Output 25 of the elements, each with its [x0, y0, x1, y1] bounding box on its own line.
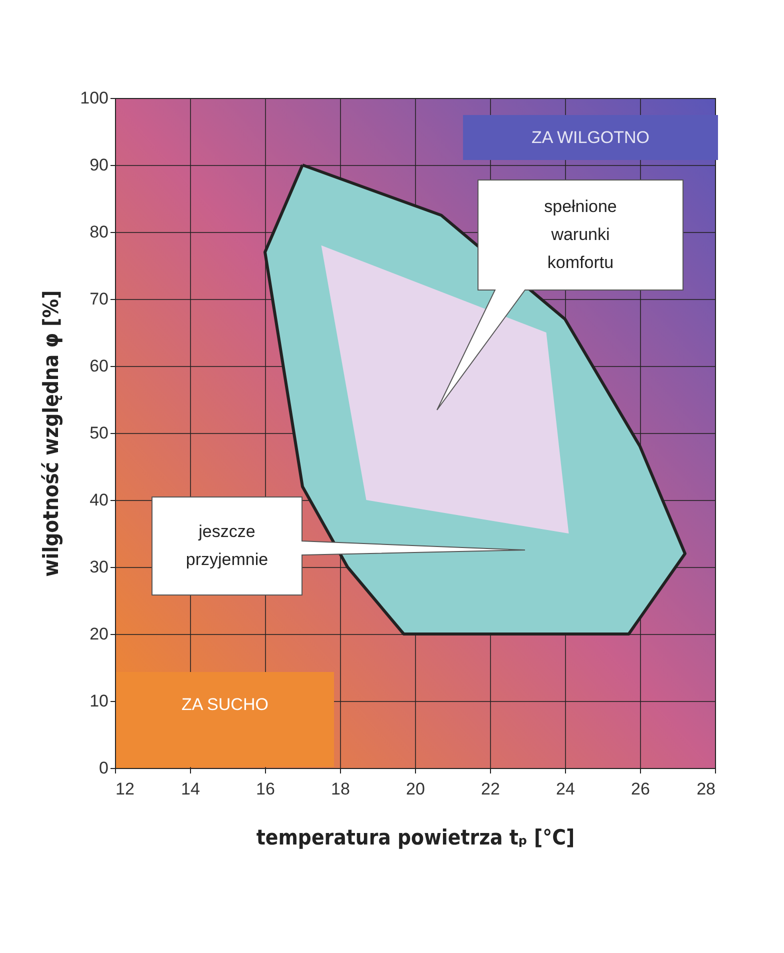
x-tick-label: 28 — [696, 780, 716, 798]
x-tick-label: 26 — [631, 780, 650, 798]
x-tick-label: 18 — [331, 780, 350, 798]
y-tick-label: 100 — [80, 88, 108, 108]
y-tick-label: 90 — [90, 156, 108, 174]
y-tick-label: 40 — [90, 490, 108, 510]
y-axis-title: wilgotność względna φ [%] — [39, 290, 64, 577]
y-tick-label: 0 — [99, 758, 108, 778]
y-tick-label: 60 — [90, 356, 108, 376]
annotation: jeszcze przyjemnie — [184, 521, 270, 571]
y-tick-label: 10 — [90, 692, 108, 710]
y-tick-label: 30 — [90, 558, 108, 576]
x-tick-label: 22 — [481, 780, 500, 798]
y-tick-label: 80 — [90, 222, 108, 242]
x-tick-label: 20 — [406, 780, 425, 798]
y-tick-label: 50 — [90, 424, 108, 442]
y-tick-label: 70 — [90, 290, 108, 308]
x-tick-label: 16 — [256, 780, 275, 798]
annotation: ZA SUCHO — [180, 694, 270, 716]
y-tick-label: 20 — [90, 624, 108, 644]
x-axis-title: temperatura powietrza tₚ [°C] — [256, 826, 575, 850]
x-tick-label: 24 — [556, 780, 575, 798]
x-tick-label: 12 — [116, 780, 134, 798]
x-tick-label: 14 — [181, 780, 200, 798]
annotation: spełnione warunki komfortu — [543, 196, 618, 274]
